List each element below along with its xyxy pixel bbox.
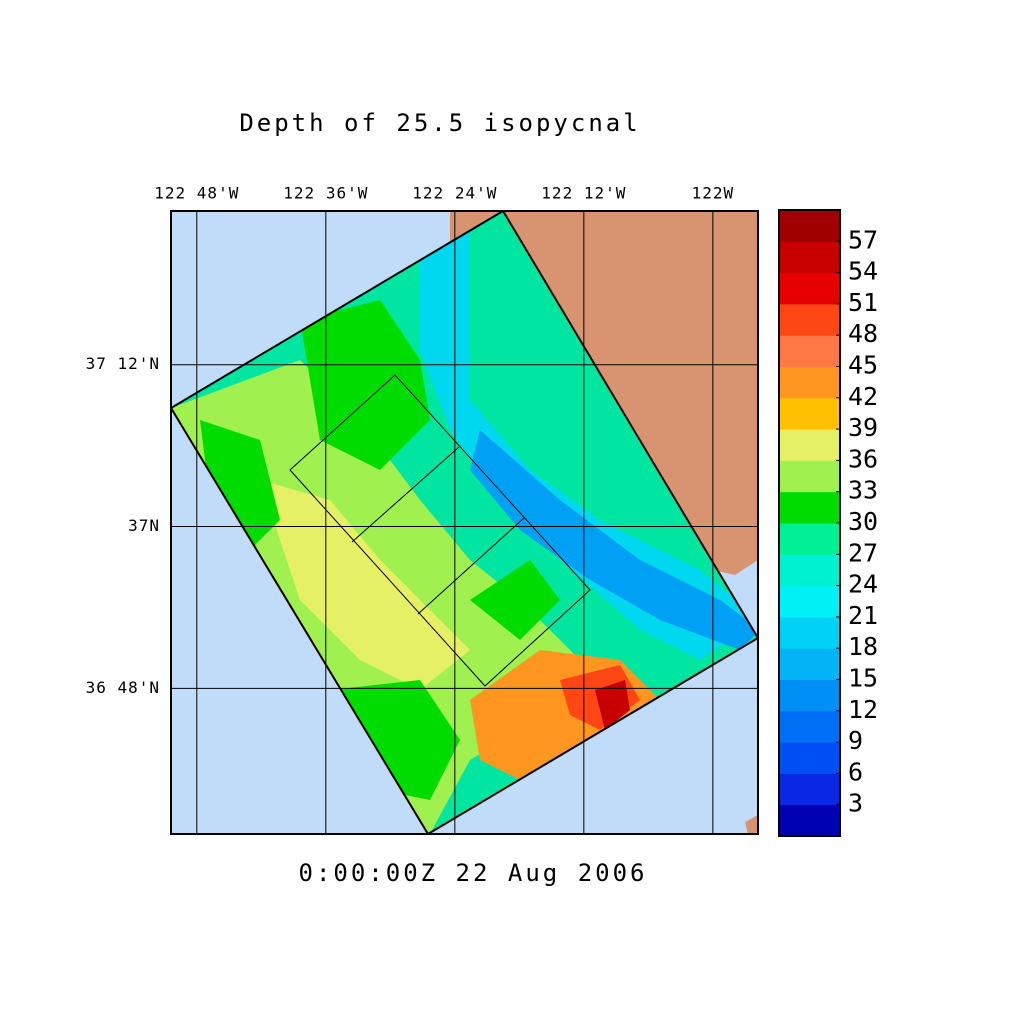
inner-divider — [417, 517, 525, 615]
inner-divider — [351, 446, 460, 543]
x-tick-label: 122W — [692, 184, 735, 203]
inner-box — [289, 374, 591, 687]
colorbar-segment — [779, 554, 840, 587]
x-tick-label: 122 24'W — [412, 184, 497, 203]
colorbar-segment — [779, 742, 840, 774]
colorbar-label: 57 — [848, 225, 878, 254]
colorbar-segment — [779, 210, 840, 242]
colorbar-label: 6 — [848, 757, 863, 786]
colorbar-label: 39 — [848, 413, 878, 442]
colorbar-label: 27 — [848, 538, 878, 567]
colorbar-label: 9 — [848, 726, 863, 755]
x-tick-label: 122 48'W — [154, 184, 239, 203]
colorbar-segment — [779, 679, 840, 712]
chart-title: Depth of 25.5 isopycnal — [239, 109, 640, 137]
colorbar-label: 24 — [848, 570, 878, 599]
colorbar-segment — [779, 804, 840, 837]
colorbar-segment — [779, 710, 840, 743]
colorbar-label: 21 — [848, 601, 878, 630]
domain-outline — [171, 211, 758, 834]
y-tick-label: 37N — [128, 516, 160, 535]
colorbar-segment — [779, 585, 840, 618]
map-area — [171, 211, 758, 834]
colorbar-segment — [779, 366, 840, 399]
colorbar-label: 48 — [848, 319, 878, 348]
colorbar-label: 3 — [848, 789, 863, 818]
time-label: 0:00:00Z 22 Aug 2006 — [299, 859, 648, 887]
colorbar-segment — [779, 616, 840, 649]
colorbar-label: 18 — [848, 632, 878, 661]
colorbar-label: 51 — [848, 288, 878, 317]
colorbar-label: 33 — [848, 476, 878, 505]
x-tick-label: 122 36'W — [283, 184, 368, 203]
colorbar-label: 36 — [848, 444, 878, 473]
colorbar-segment — [779, 429, 840, 461]
colorbar-label: 45 — [848, 351, 878, 380]
colorbar-label: 42 — [848, 382, 878, 411]
land — [745, 815, 758, 834]
colorbar-segment — [779, 523, 840, 555]
plot-frame — [170, 210, 759, 835]
x-tick-label: 122 12'W — [541, 184, 626, 203]
colorbar-segment — [779, 491, 840, 524]
colorbar-segment — [779, 272, 840, 305]
colorbar-label: 12 — [848, 695, 878, 724]
colorbar-segment — [779, 397, 840, 430]
colorbar-segment — [779, 335, 840, 367]
colorbar-segment — [779, 648, 840, 680]
colorbar-label: 54 — [848, 257, 878, 286]
colorbar-label: 30 — [848, 507, 878, 536]
y-tick-label: 37 12'N — [86, 354, 160, 373]
field — [171, 211, 758, 834]
colorbar-segment — [779, 241, 840, 274]
grid — [171, 211, 758, 834]
y-tick-label: 36 48'N — [86, 678, 160, 697]
colorbar-label: 15 — [848, 664, 878, 693]
colorbar-segment — [779, 773, 840, 806]
colorbar-segment — [779, 460, 840, 493]
colorbar-segment — [779, 303, 840, 336]
